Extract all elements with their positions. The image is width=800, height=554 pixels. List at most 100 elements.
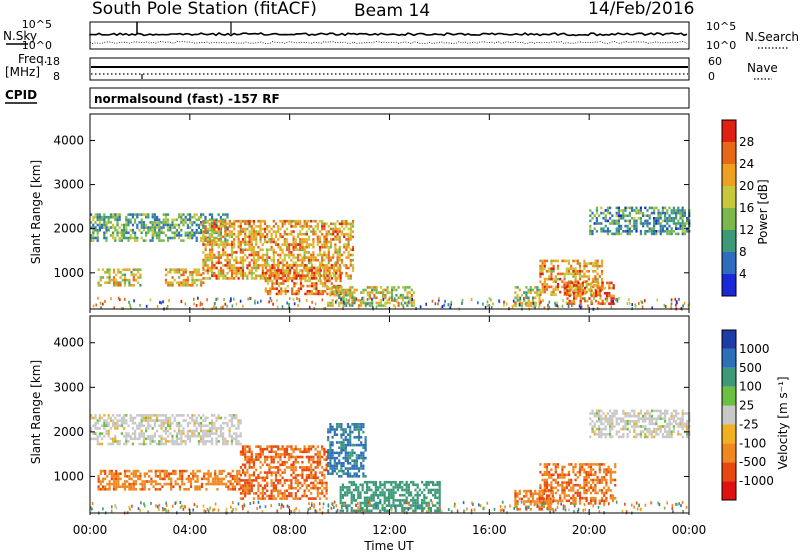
power-scatter-cell	[676, 301, 678, 305]
velocity-cell-2	[321, 445, 324, 448]
power-scatter-cell	[554, 303, 557, 307]
velocity-cell-2	[323, 447, 326, 451]
power-cell-0	[169, 226, 172, 229]
power-cell-5	[327, 301, 330, 305]
power-cell-3	[202, 230, 205, 233]
velocity-cell-3	[349, 454, 352, 457]
velocity-cell-2	[270, 492, 273, 495]
power-cell-9	[668, 206, 671, 210]
velocity-cell-2	[263, 471, 267, 474]
velocity-cell-5	[529, 508, 532, 511]
power-cell-3	[266, 251, 269, 254]
power-cell-3	[217, 245, 220, 249]
velocity-cell-0	[222, 427, 225, 430]
power-scatter-cell	[288, 305, 290, 309]
velocity-cell-0	[107, 416, 110, 420]
power-cell-3	[340, 222, 344, 226]
power-cell-3	[215, 266, 218, 270]
power-cell-8	[573, 302, 576, 305]
power-scatter-cell	[543, 306, 546, 310]
power-cell-5	[382, 291, 385, 294]
velocity-cell-0	[162, 421, 165, 425]
velocity-cell-3	[344, 438, 347, 442]
power-cell-0	[112, 231, 115, 235]
velocity-cell-4	[390, 480, 393, 484]
power-scatter-cell	[235, 302, 238, 306]
nsky-right-tick-low: 10^0	[706, 39, 736, 52]
power-cell-3	[336, 230, 339, 233]
power-cell-0	[151, 215, 154, 219]
power-cell-7	[594, 264, 597, 268]
power-cell-6	[520, 293, 524, 297]
velocity-cell-0	[200, 437, 203, 441]
velocity-cell-4	[436, 491, 439, 494]
power-cell-3	[343, 251, 346, 254]
power-cell-9	[633, 227, 636, 230]
power-cell-6	[534, 296, 537, 300]
power-cell-0	[162, 213, 165, 216]
velocity-cell-4	[438, 499, 441, 502]
power-cell-0	[131, 215, 134, 219]
power-scatter-cell	[297, 304, 299, 307]
power-cell-9	[593, 222, 596, 225]
velocity-cell-1	[214, 482, 217, 486]
power-cell-9	[672, 217, 675, 220]
power-scatter-cell	[419, 305, 422, 309]
velocity-cell-0	[129, 437, 132, 441]
power-cell-7	[587, 283, 590, 286]
velocity-cell-2	[325, 455, 328, 459]
velocity-cell-2	[292, 476, 295, 480]
power-cell-7	[543, 277, 546, 281]
power-cell-3	[288, 251, 291, 254]
velocity-cell-0	[120, 419, 123, 422]
power-cell-8	[610, 286, 613, 290]
power-cell-3	[211, 227, 214, 231]
power-scatter-cell	[95, 303, 97, 307]
velocity-cell-1	[233, 488, 237, 491]
power-cell-9	[686, 222, 689, 225]
velocity-cell-0	[92, 432, 95, 435]
power-cell-5	[371, 288, 374, 292]
power-cell-0	[151, 228, 154, 232]
power-cell-0	[189, 226, 192, 229]
power-cell-0	[116, 221, 119, 224]
power-cell-0	[94, 228, 97, 232]
velocity-cell-6	[583, 476, 586, 479]
power-cell-7	[543, 262, 546, 265]
velocity-cell-6	[554, 465, 557, 469]
velocity-cell-6	[550, 489, 553, 492]
velocity-cell-0	[118, 419, 121, 422]
velocity-cell-4	[416, 499, 419, 502]
power-cell-4	[315, 277, 318, 280]
power-cell-7	[541, 270, 544, 273]
velocity-cell-0	[103, 427, 106, 430]
velocity-cell-2	[266, 471, 269, 474]
power-cell-0	[131, 236, 134, 240]
velocity-cell-2	[310, 455, 313, 459]
velocity-cell-2	[292, 486, 295, 490]
power-cell-0	[182, 239, 185, 242]
velocity-cell-4	[407, 486, 410, 489]
power-cell-0	[140, 213, 143, 216]
power-cell-3	[338, 251, 341, 254]
velocity-cell-0	[94, 427, 97, 430]
power-cell-9	[624, 209, 627, 212]
velocity-cell-0	[224, 440, 227, 443]
power-cell-3	[259, 277, 262, 280]
power-cell-4	[332, 274, 336, 277]
velocity-cell-0	[180, 429, 183, 433]
power-cell-1	[106, 276, 109, 279]
velocity-cell-1	[106, 482, 109, 486]
power-cell-0	[186, 213, 189, 216]
power-cell-3	[230, 251, 234, 254]
power-cell-8	[564, 286, 567, 290]
velocity-cell-1	[181, 469, 184, 473]
power-cell-0	[169, 223, 172, 227]
power-cell-3	[244, 271, 247, 275]
velocity-cell-0	[92, 437, 95, 441]
power-cell-0	[142, 221, 145, 224]
velocity-cell-5	[551, 508, 554, 511]
power-cell-3	[226, 253, 229, 257]
power-scatter-cell	[557, 305, 559, 309]
power-cell-0	[208, 218, 211, 222]
